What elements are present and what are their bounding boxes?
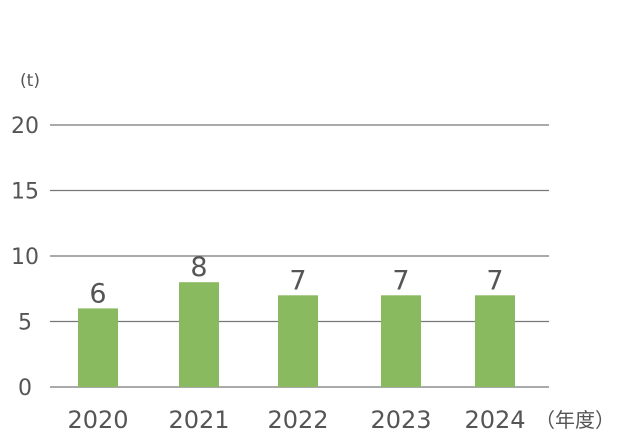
x-tick-labels: 2020 2021 2022 2023 2024: [67, 406, 525, 434]
data-labels: 6 8 7 7 7: [89, 252, 503, 309]
y-tick-label: 5: [18, 311, 32, 336]
gridlines: [50, 124, 549, 388]
bar-2020: [78, 308, 118, 387]
bar-2021: [179, 282, 219, 387]
y-tick-label: 10: [11, 245, 39, 270]
data-label: 7: [289, 265, 306, 296]
data-label: 6: [89, 278, 106, 309]
y-axis-unit-label: (t): [20, 71, 40, 91]
x-tick-label: 2021: [168, 406, 229, 434]
x-tick-label: 2024: [464, 406, 525, 434]
x-axis-unit-label: （年度）: [535, 408, 615, 432]
y-tick-labels: 0 5 10 15 20: [11, 114, 39, 401]
x-tick-label: 2022: [267, 406, 328, 434]
bar-2022: [278, 295, 318, 387]
y-tick-label: 15: [11, 180, 39, 205]
data-label: 7: [392, 265, 409, 296]
bars: [78, 282, 515, 387]
data-label: 7: [486, 265, 503, 296]
y-tick-label: 20: [11, 114, 39, 139]
bar-2024: [475, 295, 515, 387]
y-tick-label: 0: [18, 376, 32, 401]
data-label: 8: [190, 252, 207, 283]
x-tick-label: 2023: [370, 406, 431, 434]
bar-2023: [381, 295, 421, 387]
x-tick-label: 2020: [67, 406, 128, 434]
